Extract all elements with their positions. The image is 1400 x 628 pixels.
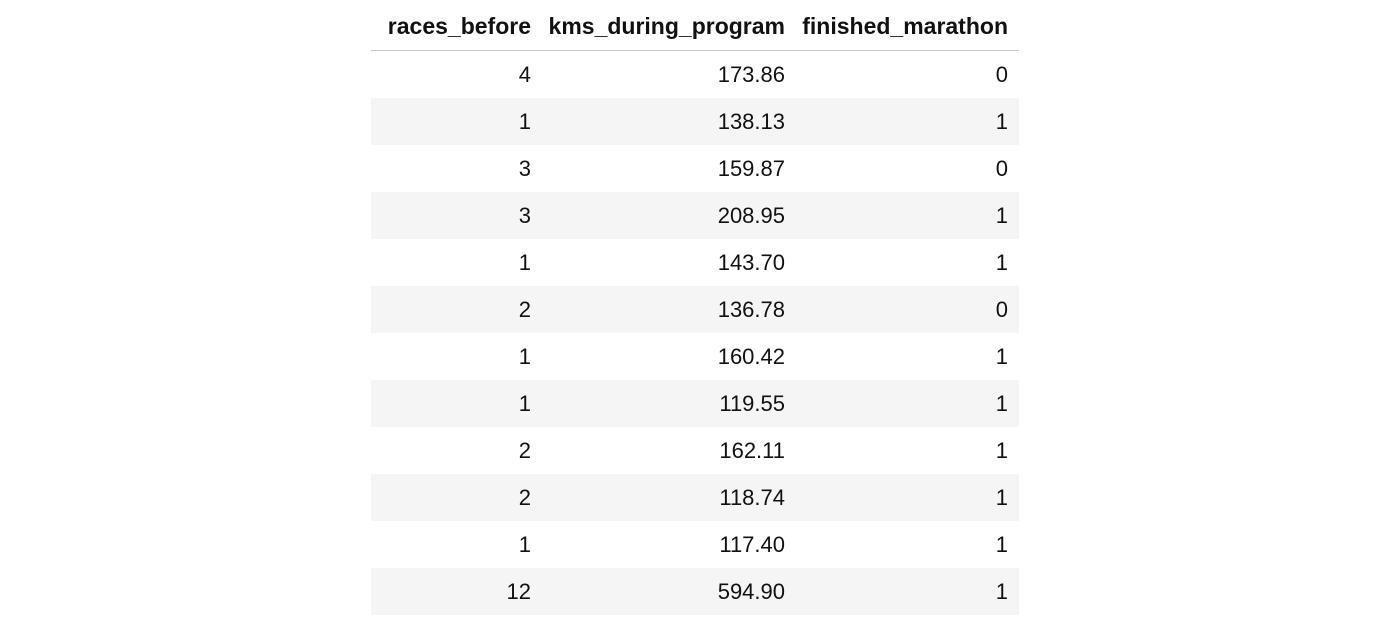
table-body: 4 173.86 0 1 138.13 1 3 159.87 0 3 208.9… [371, 51, 1019, 615]
table-row: 3 208.95 1 [371, 192, 1019, 239]
cell-races-before: 2 [371, 286, 542, 333]
table-row: 1 160.42 1 [371, 333, 1019, 380]
cell-races-before: 1 [371, 380, 542, 427]
table-row: 1 143.70 1 [371, 239, 1019, 286]
table-row: 2 162.11 1 [371, 427, 1019, 474]
cell-races-before: 12 [371, 568, 542, 615]
header-row: races_before kms_during_program finished… [371, 3, 1019, 51]
cell-kms-during-program: 159.87 [717, 155, 785, 181]
column-header-kms-during-program: kms_during_program [542, 3, 796, 51]
cell-kms-during-program: 138.13 [542, 98, 796, 145]
cell-races-before: 1 [518, 343, 531, 369]
table-row: 1 138.13 1 [371, 98, 1019, 145]
table-row: 4 173.86 0 [371, 51, 1019, 99]
cell-kms-during-program: 208.95 [542, 192, 796, 239]
cell-kms-during-program: 118.74 [542, 474, 796, 521]
cell-finished-marathon: 1 [796, 192, 1019, 239]
column-header-finished-marathon: finished_marathon [796, 3, 1019, 51]
cell-finished-marathon: 1 [995, 437, 1008, 463]
column-header-races-before: races_before [371, 3, 542, 51]
cell-races-before: 2 [518, 437, 531, 463]
cell-races-before: 3 [518, 155, 531, 181]
cell-races-before: 1 [371, 98, 542, 145]
cell-races-before: 1 [518, 249, 531, 275]
cell-kms-during-program: 162.11 [719, 437, 785, 463]
cell-finished-marathon: 1 [796, 98, 1019, 145]
cell-kms-during-program: 173.86 [717, 61, 785, 87]
cell-races-before: 3 [371, 192, 542, 239]
cell-races-before: 2 [371, 474, 542, 521]
cell-finished-marathon: 1 [796, 380, 1019, 427]
cell-kms-during-program: 119.55 [542, 380, 796, 427]
cell-finished-marathon: 1 [995, 249, 1008, 275]
table-row: 2 136.78 0 [371, 286, 1019, 333]
cell-finished-marathon: 0 [796, 286, 1019, 333]
cell-kms-during-program: 136.78 [542, 286, 796, 333]
cell-finished-marathon: 0 [995, 61, 1008, 87]
table-row: 1 119.55 1 [371, 380, 1019, 427]
dataframe-container: races_before kms_during_program finished… [371, 3, 1019, 615]
table-header: races_before kms_during_program finished… [371, 3, 1019, 51]
cell-finished-marathon: 1 [995, 531, 1008, 557]
cell-races-before: 1 [518, 531, 531, 557]
table-row: 3 159.87 0 [371, 145, 1019, 192]
cell-finished-marathon: 1 [796, 568, 1019, 615]
cell-kms-during-program: 594.90 [542, 568, 796, 615]
cell-finished-marathon: 0 [995, 155, 1008, 181]
cell-races-before: 4 [518, 61, 531, 87]
table-row: 12 594.90 1 [371, 568, 1019, 615]
cell-finished-marathon: 1 [796, 474, 1019, 521]
cell-kms-during-program: 143.70 [717, 249, 785, 275]
table-row: 2 118.74 1 [371, 474, 1019, 521]
table-row: 1 117.40 1 [371, 521, 1019, 568]
dataframe-table: races_before kms_during_program finished… [371, 3, 1019, 615]
cell-kms-during-program: 160.42 [717, 343, 785, 369]
cell-finished-marathon: 1 [995, 343, 1008, 369]
cell-kms-during-program: 117.40 [719, 531, 785, 557]
